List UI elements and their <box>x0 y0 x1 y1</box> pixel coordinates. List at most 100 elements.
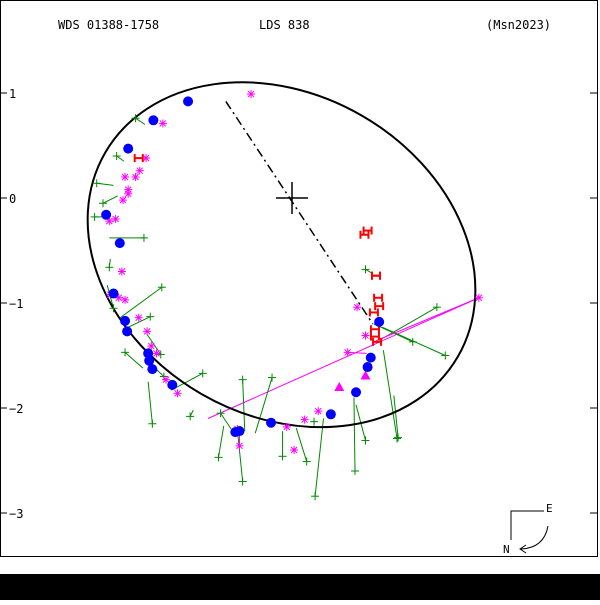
magenta-star-marker <box>134 313 143 322</box>
magenta-star-marker <box>124 189 133 198</box>
green-residual-line <box>218 425 225 458</box>
green-cross-marker <box>302 457 311 466</box>
green-residual-line <box>295 427 308 462</box>
green-cross-marker <box>198 369 207 378</box>
green-cross-marker <box>157 283 166 292</box>
green-cross-marker <box>311 492 320 501</box>
orbit-reference-label: (Msn2023) <box>486 18 551 32</box>
magenta-star-marker <box>121 295 130 304</box>
green-cross-marker <box>361 265 370 274</box>
green-residual-line <box>393 395 399 438</box>
green-cross-marker <box>216 409 225 418</box>
magenta-star-marker <box>343 348 352 357</box>
blue-dot-marker <box>234 426 245 437</box>
magenta-star-marker <box>314 407 323 416</box>
magenta-star-marker <box>361 331 370 340</box>
green-residual-line <box>379 306 438 341</box>
green-cross-marker <box>109 304 118 313</box>
green-residual-line <box>314 418 324 497</box>
magenta-star-marker <box>111 215 120 223</box>
compass-east-label: E <box>546 502 553 515</box>
orbit-layer <box>86 81 477 429</box>
green-cross-marker <box>105 263 114 272</box>
magenta-star-marker <box>162 375 170 384</box>
blue-dot-marker <box>167 379 178 390</box>
magenta-star-marker <box>117 267 126 276</box>
magenta-star-marker <box>147 342 156 351</box>
red-h-marker <box>372 337 383 346</box>
y-axis: 1 0 −1 −2 −3 <box>0 87 598 521</box>
magenta-star-marker <box>121 173 130 181</box>
wds-id-label: WDS 01388-1758 <box>58 18 159 32</box>
y-tick-label: 0 <box>9 192 16 206</box>
green-cross-marker <box>99 199 107 208</box>
green-cross-marker <box>121 348 130 357</box>
green-cross-marker <box>238 477 247 486</box>
green-residual-line <box>102 195 118 204</box>
blue-dot-marker <box>183 96 194 107</box>
magenta-star-marker <box>131 173 140 181</box>
green-residual-line <box>382 326 446 356</box>
marker-layer <box>90 90 483 501</box>
magenta-star-marker <box>173 389 182 398</box>
blue-dot-marker <box>143 348 154 359</box>
green-residual-line <box>373 323 413 343</box>
bottom-band <box>0 574 600 600</box>
magenta-triangle-marker <box>360 370 371 380</box>
green-residual-line <box>135 117 146 125</box>
orbit-ellipse <box>86 81 477 429</box>
magenta-residual-line <box>375 297 480 342</box>
magenta-star-marker <box>290 446 299 454</box>
green-residual-line <box>242 379 246 432</box>
green-cross-marker <box>351 467 359 475</box>
green-cross-marker <box>148 419 157 428</box>
red-h-marker <box>362 226 373 235</box>
blue-dot-marker <box>108 288 119 299</box>
compass-east-arm <box>510 510 544 540</box>
blue-dot-marker <box>123 143 134 154</box>
red-h-marker <box>368 308 379 317</box>
green-residual-line <box>254 377 273 434</box>
magenta-star-marker <box>143 327 152 336</box>
green-cross-marker <box>361 436 370 445</box>
line-of-nodes <box>225 100 374 325</box>
red-h-marker <box>371 271 381 280</box>
red-h-marker <box>373 293 384 302</box>
green-residual-line <box>147 381 153 424</box>
green-cross-marker <box>238 375 247 384</box>
magenta-star-marker <box>235 441 244 450</box>
magenta-star-marker <box>135 166 144 175</box>
green-cross-marker <box>278 452 287 461</box>
blue-dot-marker <box>362 362 373 373</box>
y-tick-label: −2 <box>9 402 23 416</box>
blue-dot-marker <box>325 409 336 420</box>
blue-dot-marker <box>351 387 362 398</box>
green-cross-marker <box>112 152 121 160</box>
blue-dot-marker <box>122 326 133 337</box>
green-residual-line <box>236 429 244 482</box>
red-h-marker <box>133 154 144 163</box>
green-cross-marker <box>268 373 277 382</box>
green-cross-marker <box>432 303 441 312</box>
green-cross-marker <box>310 417 319 426</box>
magenta-star-marker <box>353 303 362 312</box>
green-cross-marker <box>394 433 403 442</box>
magenta-star-marker <box>282 422 291 431</box>
compass-indicator: E N <box>503 502 553 556</box>
magenta-star-marker <box>247 90 256 99</box>
residual-lines <box>94 117 480 497</box>
magenta-residual-long <box>207 297 480 419</box>
green-cross-marker <box>186 412 195 421</box>
green-residual-line <box>189 409 194 417</box>
green-cross-marker <box>408 337 417 346</box>
green-cross-marker <box>393 434 401 443</box>
green-cross-marker <box>90 212 99 221</box>
blue-dot-marker <box>114 238 125 249</box>
magenta-star-marker <box>474 293 483 302</box>
compass-north-label: N <box>503 543 510 556</box>
magenta-star-marker <box>300 415 309 424</box>
red-h-marker <box>374 302 385 311</box>
green-residual-line <box>118 286 163 320</box>
